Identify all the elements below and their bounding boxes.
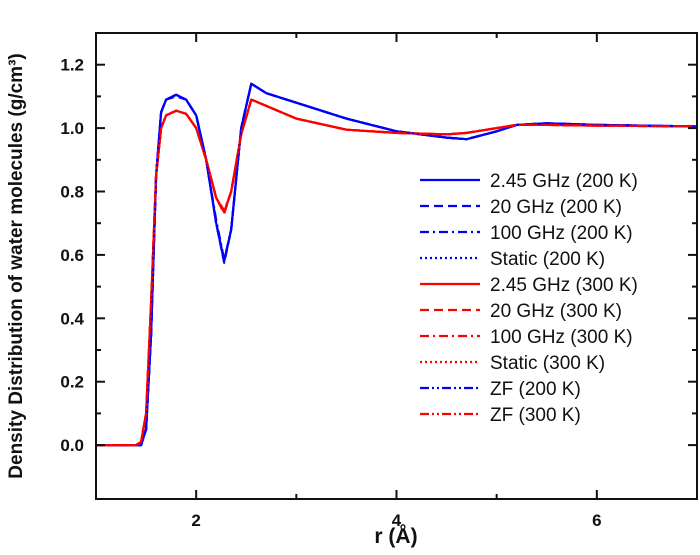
series-line-0 xyxy=(96,82,698,447)
series-line-6 xyxy=(96,98,698,447)
legend: 2.45 GHz (200 K) 20 GHz (200 K) 100 GHz (2… xyxy=(420,171,638,426)
y-axis-label: Density Distribution of water molecules … xyxy=(6,53,27,478)
series-line-2 xyxy=(96,82,698,447)
y-tick-label: 0.6 xyxy=(60,246,84,265)
legend-label: 20 GHz (300 K) xyxy=(490,301,622,322)
ticks-layer: 2 4 6 0.0 0.2 0.4 0.6 0.8 1.0 1.2 xyxy=(60,32,698,530)
legend-label: 100 GHz (200 K) xyxy=(490,223,633,244)
y-tick-label: 0.2 xyxy=(60,373,84,392)
series-line-5 xyxy=(96,98,698,447)
series-line-9 xyxy=(96,98,698,447)
legend-label: 20 GHz (200 K) xyxy=(490,197,622,218)
series-line-3 xyxy=(96,82,698,447)
legend-label: ZF (300 K) xyxy=(490,405,581,426)
y-tick-label: 0.0 xyxy=(60,436,84,455)
y-tick-label: 1.0 xyxy=(60,119,84,138)
series-line-7 xyxy=(96,98,698,447)
legend-label: ZF (200 K) xyxy=(490,379,581,400)
y-tick-label: 0.8 xyxy=(60,183,84,202)
legend-label: 100 GHz (300 K) xyxy=(490,327,633,348)
x-tick-label: 4 xyxy=(392,511,402,530)
x-tick-label: 2 xyxy=(191,511,200,530)
plot-frame xyxy=(95,32,698,500)
y-tick-label: 0.4 xyxy=(60,309,84,328)
series-line-1 xyxy=(96,82,698,447)
series-line-4 xyxy=(96,98,698,447)
legend-label: 2.45 GHz (300 K) xyxy=(490,275,638,296)
x-tick-label: 6 xyxy=(592,511,601,530)
series-line-8 xyxy=(96,82,698,447)
y-tick-label: 1.2 xyxy=(60,56,84,75)
legend-label: Static (200 K) xyxy=(490,249,605,270)
legend-label: 2.45 GHz (200 K) xyxy=(490,171,638,192)
x-axis-label: r (Å) xyxy=(374,524,417,548)
series-layer xyxy=(96,82,698,447)
legend-label: Static (300 K) xyxy=(490,353,605,374)
